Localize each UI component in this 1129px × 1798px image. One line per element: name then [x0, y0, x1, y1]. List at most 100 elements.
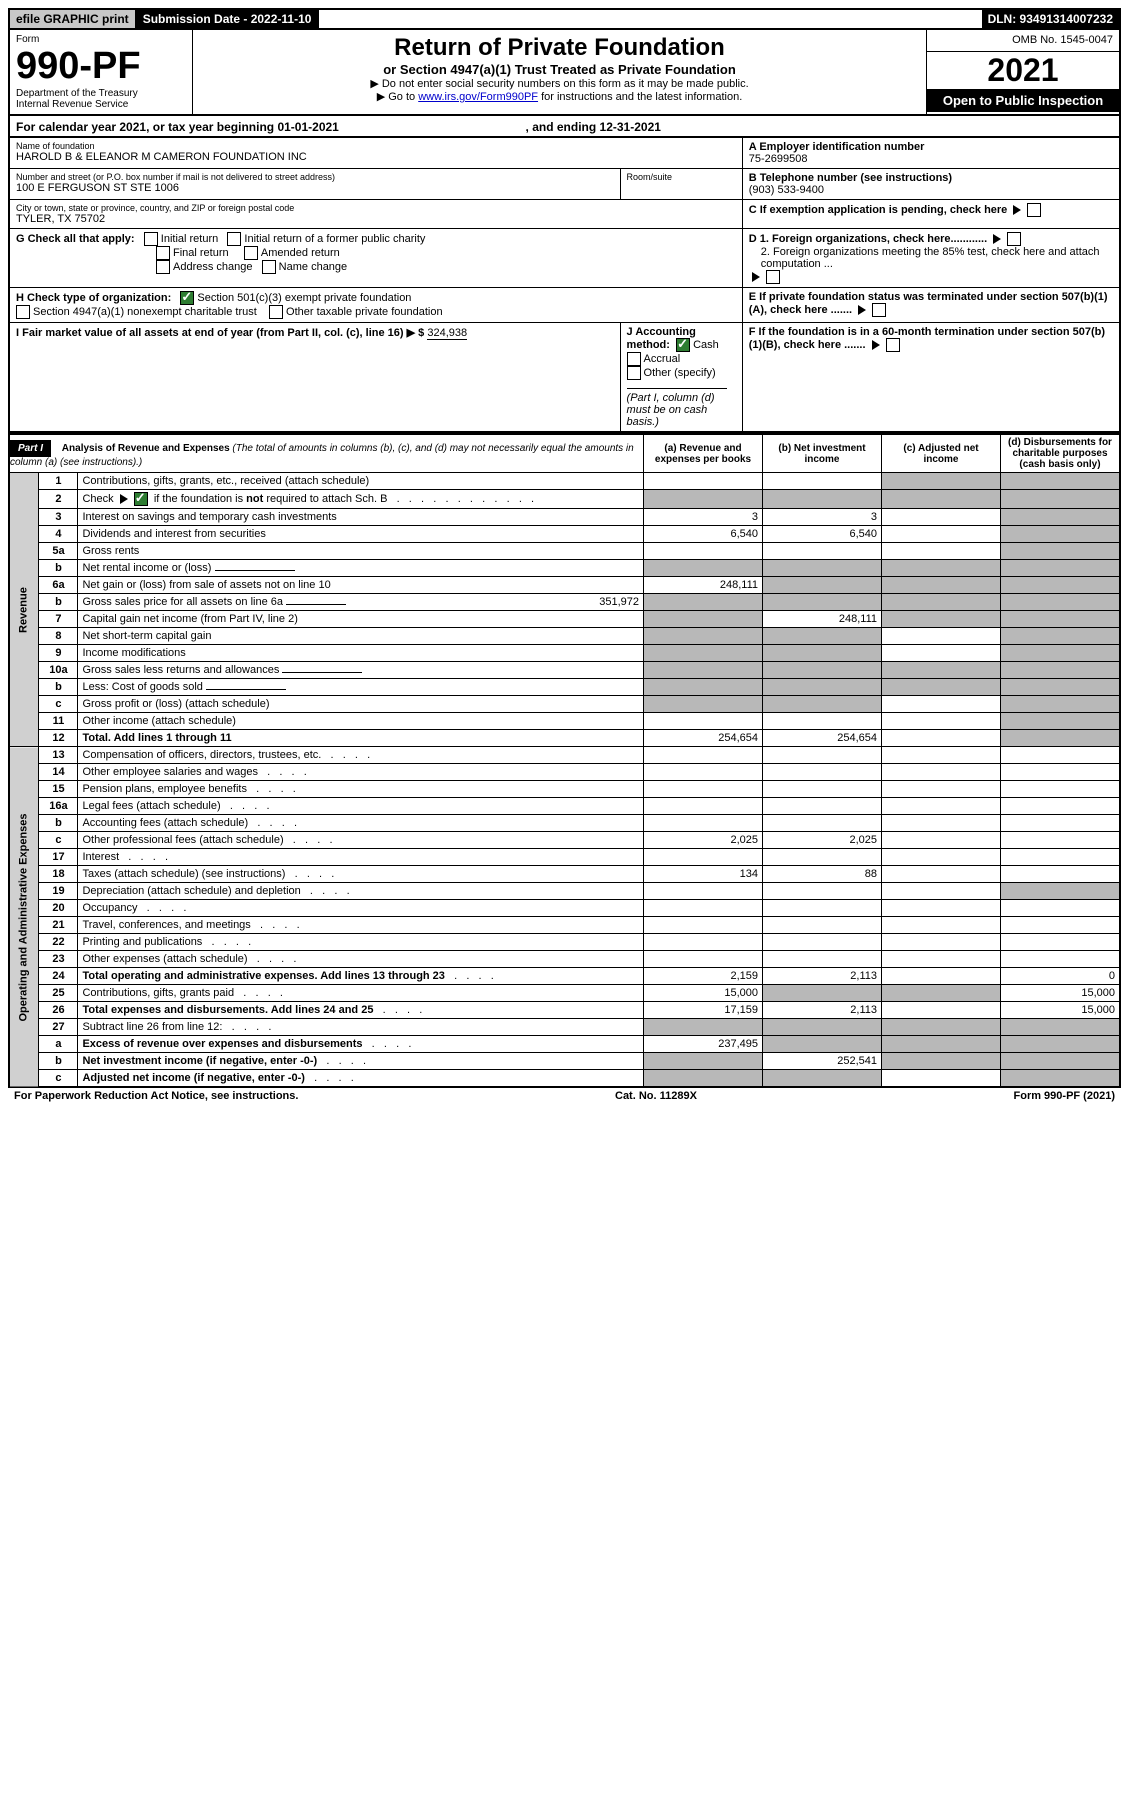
- c-checkbox[interactable]: [1027, 203, 1041, 217]
- line-description: Total. Add lines 1 through 11: [78, 730, 644, 747]
- form-header: Form 990-PF Department of the TreasuryIn…: [8, 28, 1121, 116]
- cell-shaded: [644, 490, 763, 509]
- name-change-checkbox[interactable]: [262, 260, 276, 274]
- f-checkbox[interactable]: [886, 338, 900, 352]
- table-row: 26Total expenses and disbursements. Add …: [9, 1002, 1120, 1019]
- table-row: 16aLegal fees (attach schedule) . . . .: [9, 798, 1120, 815]
- cell-value: [763, 781, 882, 798]
- cell-shaded: [1001, 696, 1121, 713]
- cell-value: 134: [644, 866, 763, 883]
- cell-shaded: [1001, 628, 1121, 645]
- d2-checkbox[interactable]: [766, 270, 780, 284]
- open-public-badge: Open to Public Inspection: [927, 89, 1119, 112]
- cell-shaded: [763, 662, 882, 679]
- cell-value: 15,000: [644, 985, 763, 1002]
- line-description: Net gain or (loss) from sale of assets n…: [78, 577, 644, 594]
- cell-value: [1001, 781, 1121, 798]
- h-4947-checkbox[interactable]: [16, 305, 30, 319]
- col-c-header: (c) Adjusted net income: [882, 434, 1001, 473]
- table-row: 25Contributions, gifts, grants paid . . …: [9, 985, 1120, 1002]
- table-row: 3Interest on savings and temporary cash …: [9, 509, 1120, 526]
- amended-return-checkbox[interactable]: [244, 246, 258, 260]
- cell-shaded: [644, 679, 763, 696]
- line-number: 8: [39, 628, 78, 645]
- cell-shaded: [882, 1036, 1001, 1053]
- line-number: 13: [39, 747, 78, 764]
- cell-value: [644, 951, 763, 968]
- initial-former-checkbox[interactable]: [227, 232, 241, 246]
- cell-value: [644, 815, 763, 832]
- arrow-icon: [752, 272, 760, 282]
- cell-value: 17,159: [644, 1002, 763, 1019]
- cell-value: [644, 747, 763, 764]
- line-number: 5a: [39, 543, 78, 560]
- cell-value: 2,025: [763, 832, 882, 849]
- foundation-name: HAROLD B & ELEANOR M CAMERON FOUNDATION …: [16, 151, 736, 163]
- cell-value: [882, 815, 1001, 832]
- line-number: 27: [39, 1019, 78, 1036]
- cell-shaded: [763, 490, 882, 509]
- line-number: 1: [39, 473, 78, 490]
- cell-value: [1001, 917, 1121, 934]
- table-row: 6aNet gain or (loss) from sale of assets…: [9, 577, 1120, 594]
- efile-print-button[interactable]: efile GRAPHIC print: [10, 10, 137, 28]
- cell-value: 252,541: [763, 1053, 882, 1070]
- line-description: Check if the foundation is not required …: [78, 490, 644, 509]
- calendar-year-row: For calendar year 2021, or tax year begi…: [8, 116, 1121, 138]
- cell-value: [882, 849, 1001, 866]
- cell-value: [882, 713, 1001, 730]
- cell-shaded: [1001, 1036, 1121, 1053]
- table-row: 2Check if the foundation is not required…: [9, 490, 1120, 509]
- cell-value: [1001, 951, 1121, 968]
- line-number: b: [39, 1053, 78, 1070]
- cell-value: [882, 543, 1001, 560]
- line-description: Printing and publications . . . .: [78, 934, 644, 951]
- j-cash-checkbox[interactable]: [676, 338, 690, 352]
- f-label: F If the foundation is in a 60-month ter…: [749, 326, 1105, 351]
- line-number: 11: [39, 713, 78, 730]
- c-label: C If exemption application is pending, c…: [749, 204, 1008, 216]
- table-row: 12Total. Add lines 1 through 11254,65425…: [9, 730, 1120, 747]
- arrow-icon: [993, 234, 1001, 244]
- cell-value: [644, 473, 763, 490]
- j-accrual-checkbox[interactable]: [627, 352, 641, 366]
- arrow-icon: [1013, 205, 1021, 215]
- i-value: 324,938: [427, 327, 467, 340]
- line-description: Net rental income or (loss): [78, 560, 644, 577]
- name-label: Name of foundation: [16, 141, 736, 151]
- line-number: 17: [39, 849, 78, 866]
- line-number: 7: [39, 611, 78, 628]
- cell-shaded: [644, 645, 763, 662]
- d2-label: 2. Foreign organizations meeting the 85%…: [749, 246, 1113, 270]
- cell-value: [882, 798, 1001, 815]
- j-other-checkbox[interactable]: [627, 366, 641, 380]
- cell-value: 3: [763, 509, 882, 526]
- line-number: 2: [39, 490, 78, 509]
- line-description: Gross profit or (loss) (attach schedule): [78, 696, 644, 713]
- h-label: H Check type of organization:: [16, 292, 171, 304]
- cell-value: 2,113: [763, 968, 882, 985]
- table-row: cOther professional fees (attach schedul…: [9, 832, 1120, 849]
- address-change-checkbox[interactable]: [156, 260, 170, 274]
- line-description: Dividends and interest from securities: [78, 526, 644, 543]
- cell-value: [882, 764, 1001, 781]
- ein-label: A Employer identification number: [749, 141, 925, 153]
- line-description: Net short-term capital gain: [78, 628, 644, 645]
- cell-shaded: [1001, 679, 1121, 696]
- line-number: 10a: [39, 662, 78, 679]
- cell-value: 6,540: [763, 526, 882, 543]
- cell-shaded: [882, 1053, 1001, 1070]
- irs-link[interactable]: www.irs.gov/Form990PF: [418, 91, 538, 103]
- cell-shaded: [763, 679, 882, 696]
- cell-value: [763, 473, 882, 490]
- submission-date: Submission Date - 2022-11-10: [137, 10, 320, 28]
- h-other-checkbox[interactable]: [269, 305, 283, 319]
- h-501c3-checkbox[interactable]: [180, 291, 194, 305]
- e-checkbox[interactable]: [872, 303, 886, 317]
- cell-value: [1001, 866, 1121, 883]
- d1-checkbox[interactable]: [1007, 232, 1021, 246]
- cell-shaded: [1001, 509, 1121, 526]
- initial-return-checkbox[interactable]: [144, 232, 158, 246]
- line-number: c: [39, 1070, 78, 1088]
- final-return-checkbox[interactable]: [156, 246, 170, 260]
